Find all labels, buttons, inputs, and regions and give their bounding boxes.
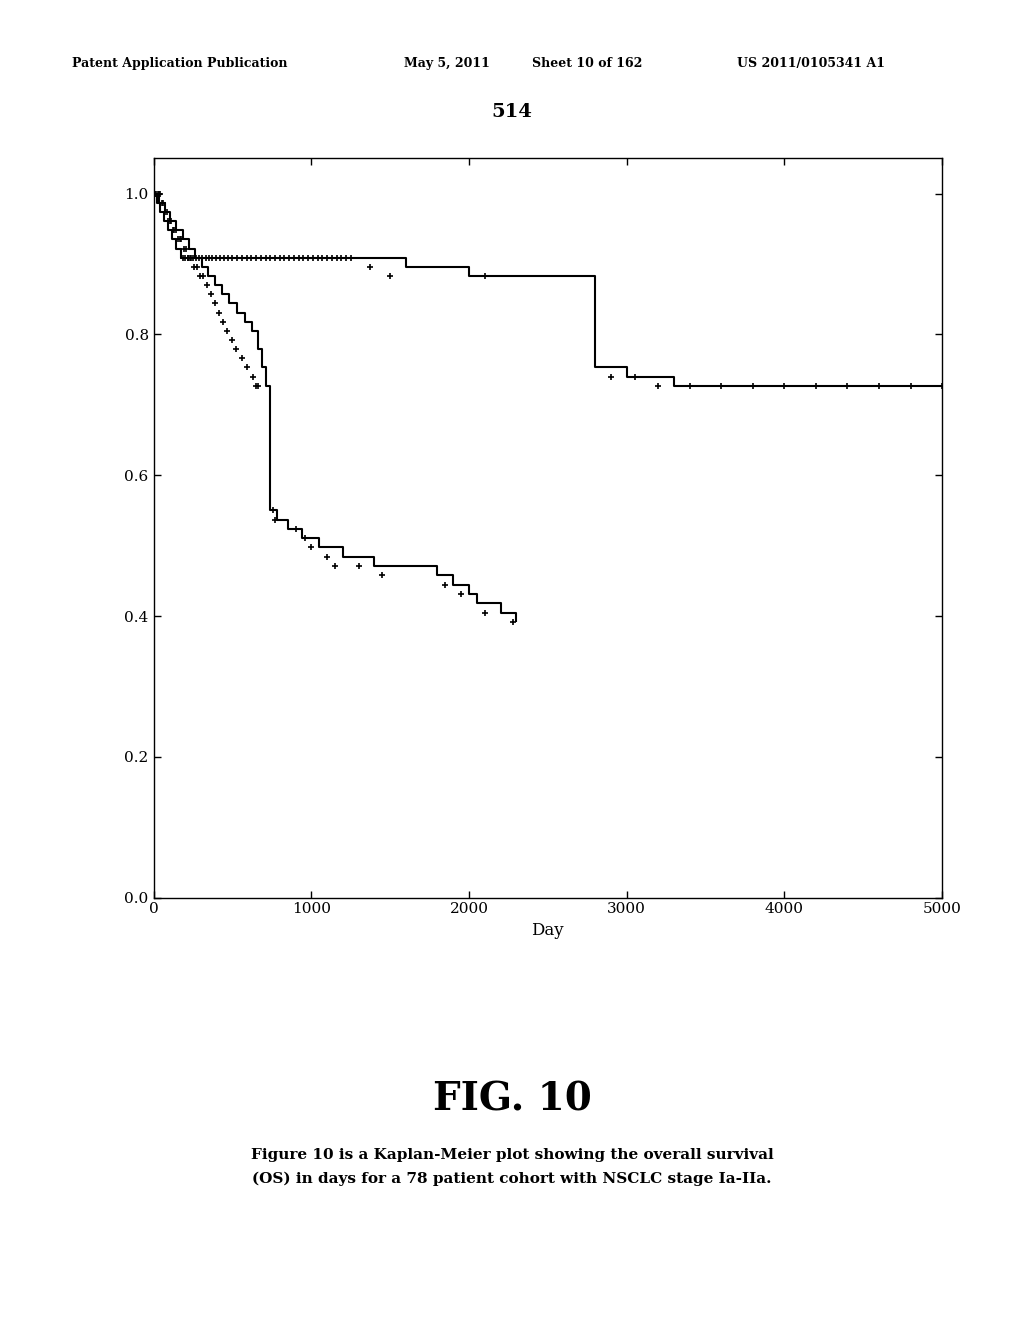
Text: Patent Application Publication: Patent Application Publication bbox=[72, 57, 287, 70]
Text: (OS) in days for a 78 patient cohort with NSCLC stage Ia-IIa.: (OS) in days for a 78 patient cohort wit… bbox=[252, 1172, 772, 1185]
Text: May 5, 2011: May 5, 2011 bbox=[404, 57, 490, 70]
Text: Figure 10 is a Kaplan-Meier plot showing the overall survival: Figure 10 is a Kaplan-Meier plot showing… bbox=[251, 1148, 773, 1162]
X-axis label: Day: Day bbox=[531, 921, 564, 939]
Text: US 2011/0105341 A1: US 2011/0105341 A1 bbox=[737, 57, 886, 70]
Text: 514: 514 bbox=[492, 103, 532, 121]
Text: Sheet 10 of 162: Sheet 10 of 162 bbox=[532, 57, 643, 70]
Text: FIG. 10: FIG. 10 bbox=[432, 1081, 592, 1118]
